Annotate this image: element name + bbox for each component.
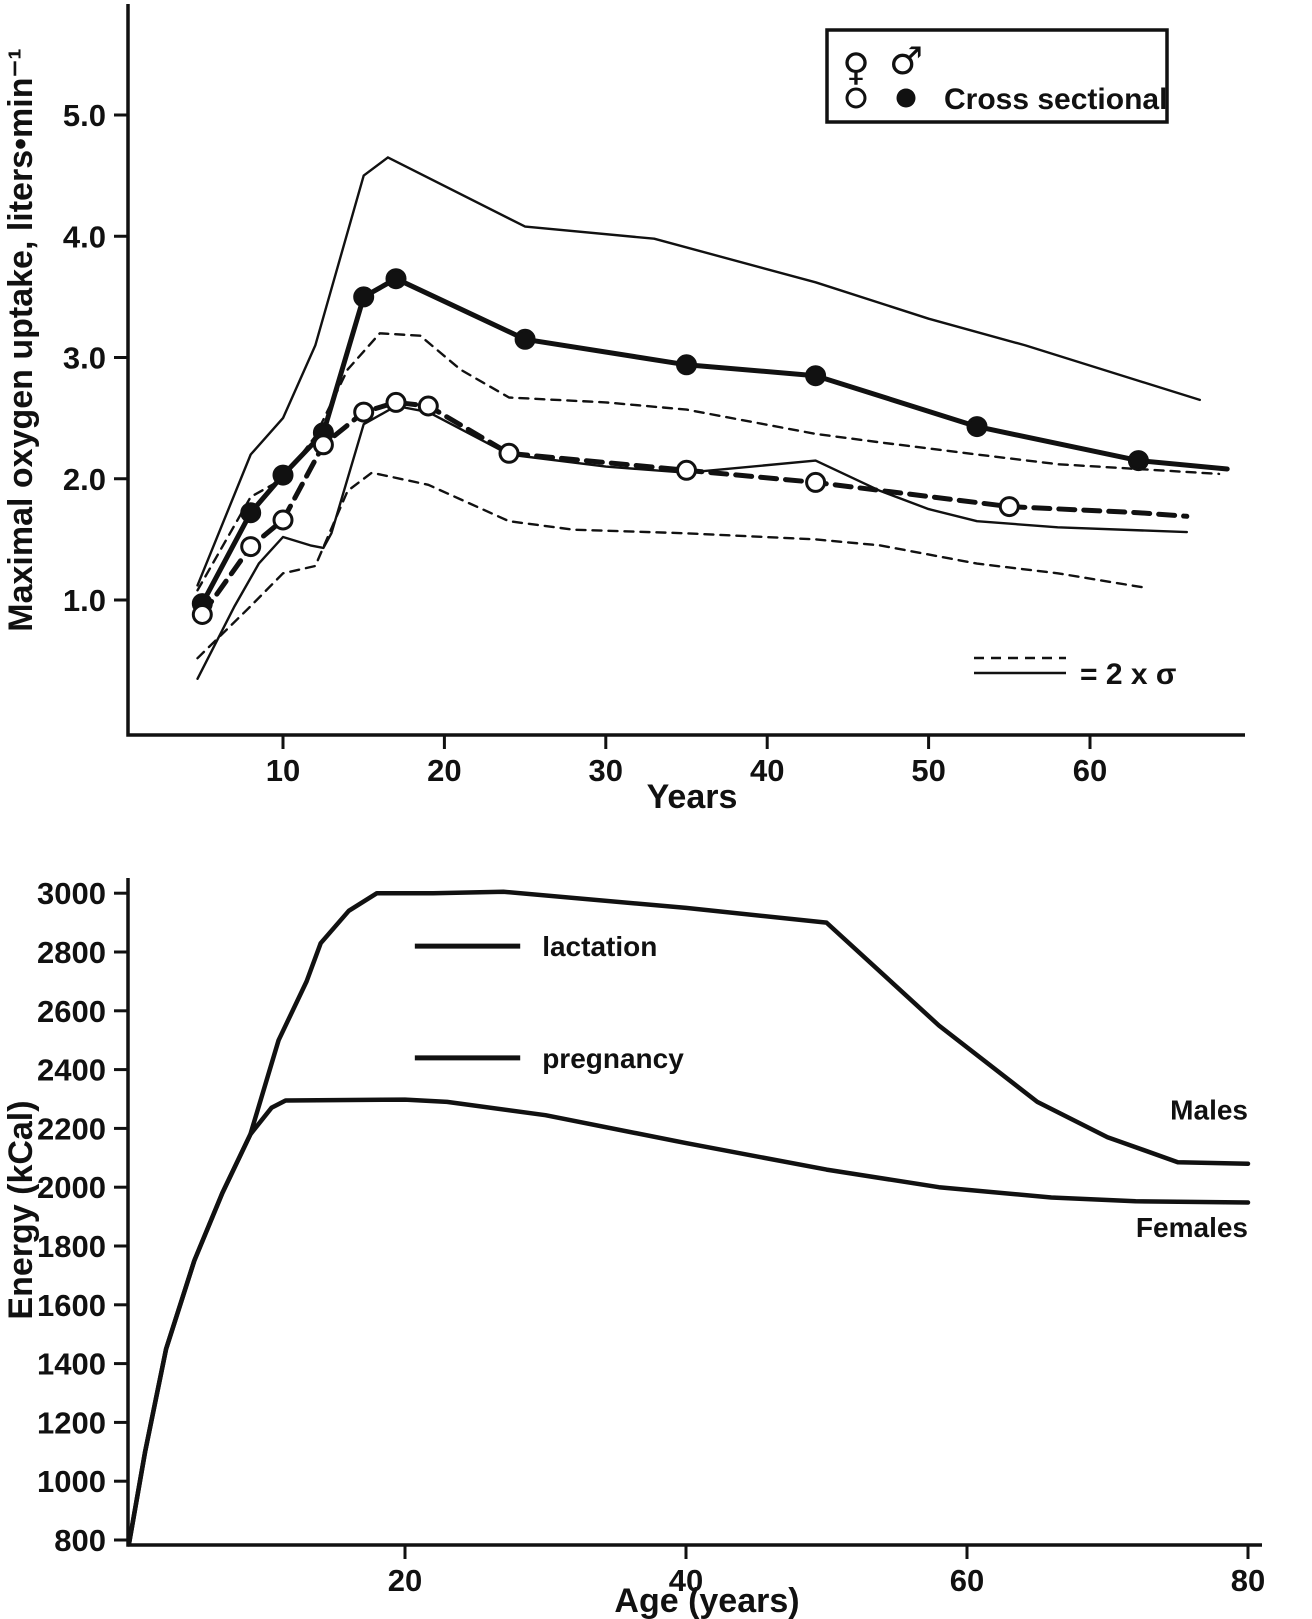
axis-lines	[126, 878, 1262, 1547]
series-label-males: Males	[1170, 1095, 1248, 1126]
open-circle-marker	[417, 395, 439, 417]
y-tick-label: 2000	[37, 1170, 106, 1205]
open-circle-marker	[498, 442, 520, 464]
cross-sectional-label: Cross sectional	[944, 83, 1167, 116]
series-line-males-cross-sectional-mean	[199, 276, 1230, 607]
y-tick-label: 4.0	[63, 219, 106, 254]
vo2-y-axis-title: Maximal oxygen uptake, liters•min⁻¹	[2, 48, 40, 631]
energy-x-axis-title: Age (years)	[614, 1582, 799, 1619]
y-tick-label: 1600	[37, 1288, 106, 1323]
female-symbol-icon: ♀	[842, 45, 870, 89]
y-tick-label: 3.0	[63, 341, 106, 376]
y-tick-label: 1200	[37, 1405, 106, 1440]
y-tick-label: 1800	[37, 1229, 106, 1264]
open-circle-marker	[998, 496, 1020, 518]
x-tick-label: 60	[950, 1563, 984, 1598]
filled-circle-marker	[1127, 450, 1149, 472]
x-tick-label: 40	[750, 753, 784, 788]
series-line-females-energy	[126, 1097, 1251, 1547]
y-tick-label: 2800	[37, 935, 106, 970]
annotation-label-pregnancy: pregnancy	[542, 1043, 684, 1074]
female-legend-marker-icon	[845, 87, 867, 109]
y-tick-label: 5.0	[63, 98, 106, 133]
x-tick-label: 60	[1073, 753, 1107, 788]
y-tick-label: 2200	[37, 1111, 106, 1146]
y-tick-label: 1400	[37, 1347, 106, 1382]
open-circle-marker	[676, 459, 697, 481]
series-line-males-energy	[126, 889, 1251, 1547]
x-tick-label: 40	[669, 1563, 703, 1598]
filled-circle-marker	[353, 286, 375, 308]
series-line-males-upper-2sigma	[196, 156, 1202, 587]
open-circle-marker	[191, 604, 213, 625]
male-legend-marker-icon	[896, 88, 916, 108]
open-circle-marker	[272, 509, 294, 531]
open-circle-marker	[312, 434, 334, 456]
filled-circle-marker	[966, 416, 988, 438]
legend-box	[825, 28, 1169, 124]
y-tick-label: 2600	[37, 994, 106, 1029]
open-circle-marker	[805, 471, 827, 493]
y-tick-label: 800	[54, 1523, 106, 1558]
energy-y-axis-title: Energy (kCal)	[2, 1100, 40, 1319]
x-tick-label: 30	[589, 753, 623, 788]
x-tick-label: 20	[427, 753, 461, 788]
vo2-x-axis-title: Years	[647, 778, 738, 816]
male-symbol-icon: ♂	[889, 39, 923, 83]
axis-lines	[126, 4, 1245, 737]
open-circle-marker	[240, 536, 262, 558]
x-tick-label: 50	[911, 753, 945, 788]
y-tick-label: 2.0	[63, 462, 106, 497]
y-tick-label: 1000	[37, 1464, 106, 1499]
open-circle-marker	[385, 391, 407, 413]
vo2-chart: 10 20 30 40 50 60 1.0 2.0 3.0 4.0 5.0	[63, 4, 1245, 788]
series-label-females: Females	[1136, 1212, 1248, 1243]
sigma-label: = 2 x σ	[1080, 658, 1176, 691]
open-circle-marker	[353, 401, 375, 423]
series-line-males-lower-2sigma	[196, 404, 1189, 680]
energy-chart: 20 40 60 80 800 1000 1200 1400 1600 1800 2000 2200 2…	[37, 876, 1265, 1598]
filled-circle-marker	[676, 354, 697, 376]
x-tick-label: 80	[1231, 1563, 1265, 1598]
x-tick-label: 10	[266, 753, 300, 788]
y-tick-label: 2400	[37, 1053, 106, 1088]
filled-circle-marker	[272, 464, 294, 486]
x-tick-label: 20	[388, 1563, 422, 1598]
series-line-females-lower-2sigma	[196, 471, 1148, 660]
filled-circle-marker	[805, 365, 827, 387]
series-line-females-cross-sectional-mean	[199, 399, 1190, 617]
y-tick-label: 3000	[37, 876, 106, 911]
filled-circle-marker	[240, 502, 262, 524]
annotation-label-lactation: lactation	[542, 931, 657, 962]
y-tick-label: 1.0	[63, 583, 106, 618]
series-line-females-upper-2sigma	[196, 332, 1221, 592]
filled-circle-marker	[385, 268, 407, 290]
filled-circle-marker	[514, 328, 536, 350]
